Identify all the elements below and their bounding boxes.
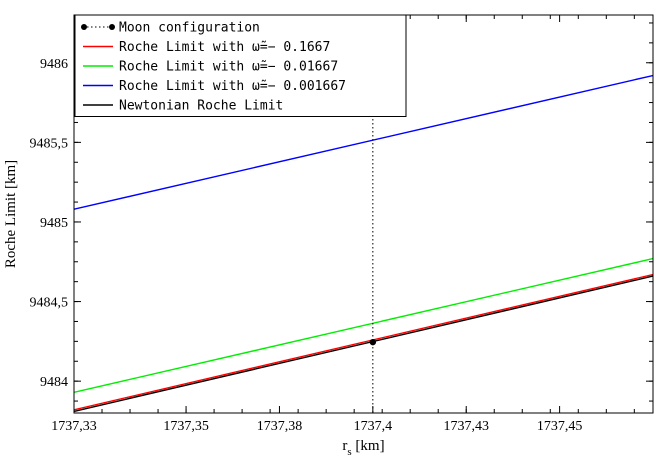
series-line-2 [74,257,653,393]
legend-moon-swatch-dot-left [81,24,87,30]
y-tick-label: 9484 [40,375,68,390]
legend-box [74,14,407,117]
series-line-4 [74,275,653,413]
x-tick-label: 1737,43 [443,419,489,434]
x-tick-label: 1737,45 [537,419,583,434]
x-axis-label-sub: s [347,446,351,458]
moon-point [369,338,377,346]
y-tick-label: 9485 [40,216,68,231]
x-axis-label-unit: [km] [352,438,385,454]
x-tick-label: 1737,33 [51,419,97,434]
legend-label-2: Roche Limit with ω̃=− 0.01667 [119,60,338,75]
y-tick-label: 9485,5 [30,136,69,151]
legend-label-1: Roche Limit with ω̃=− 0.1667 [119,40,330,55]
legend-moon-label: Moon configuration [119,21,260,36]
x-tick-label: 1737,4 [354,419,393,434]
legend-moon-swatch-dot-right [109,24,115,30]
series-line-3 [74,74,653,210]
axes: 1737,33 1737,35 1737,38 1737,4 1737,43 1737,4… [3,14,654,458]
x-tick-label: 1737,38 [257,419,303,434]
x-axis-label: rs [km] [342,438,384,458]
y-tick-label: 9486 [40,57,68,72]
y-axis-label: Roche Limit [km] [3,160,19,268]
y-tick-label: 9484,5 [30,296,69,311]
legend: Moon configuration Roche Limit with ω̃=− … [74,14,407,117]
x-axis-label-main: r [342,438,347,454]
plot-area [74,15,653,413]
legend-label-4: Newtonian Roche Limit [119,99,283,114]
series-line-1 [74,273,653,411]
x-tick-label: 1737,35 [163,419,209,434]
legend-label-3: Roche Limit with ω̃=− 0.001667 [119,79,346,94]
